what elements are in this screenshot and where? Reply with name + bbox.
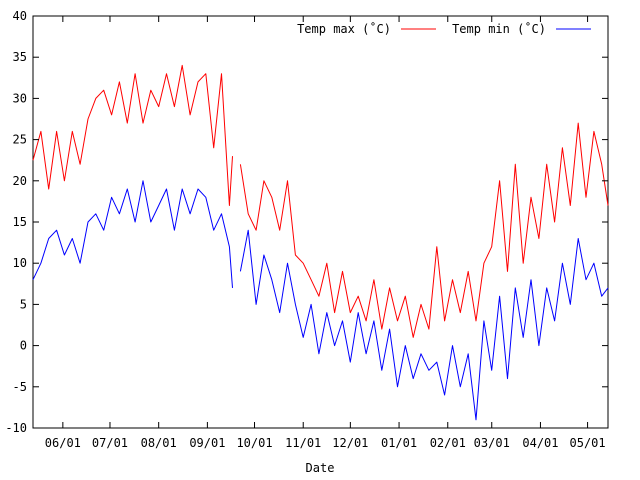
x-axis-title: Date [306, 461, 335, 475]
x-tick-label: 11/01 [285, 436, 321, 450]
x-tick-label: 06/01 [45, 436, 81, 450]
y-tick-label: 0 [20, 339, 27, 353]
x-tick-label: 10/01 [236, 436, 272, 450]
x-axis: 06/01 07/01 08/01 09/01 10/01 11/01 12/01 01/01… [45, 16, 606, 450]
x-tick-label: 12/01 [332, 436, 368, 450]
legend-label-1: Temp max (˚C) [297, 21, 391, 36]
y-tick-label: 35 [13, 50, 27, 64]
plot-lines [32, 64, 609, 421]
y-tick-label: 20 [13, 174, 27, 188]
x-tick-label: 07/01 [92, 436, 128, 450]
y-tick-label: 40 [13, 9, 27, 23]
y-tick-label: -5 [13, 380, 27, 394]
y-tick-label: 30 [13, 91, 27, 105]
y-tick-label: 25 [13, 133, 27, 147]
series-line-1 [32, 64, 609, 338]
x-tick-label: 08/01 [141, 436, 177, 450]
series-line-2 [32, 180, 609, 421]
legend-label-2: Temp min (˚C) [452, 21, 546, 36]
x-tick-label: 02/01 [430, 436, 466, 450]
x-tick-label: 05/01 [570, 436, 606, 450]
x-tick-label: 04/01 [522, 436, 558, 450]
y-axis: -10 -5 0 5 10 15 20 25 30 35 40 [5, 9, 608, 435]
plot-frame [32, 15, 609, 429]
x-tick-label: 03/01 [474, 436, 510, 450]
x-tick-label: 01/01 [381, 436, 417, 450]
y-tick-label: 15 [13, 215, 27, 229]
y-tick-label: -10 [5, 421, 27, 435]
y-tick-label: 5 [20, 297, 27, 311]
y-tick-label: 10 [13, 256, 27, 270]
legend: Temp max (˚C) Temp min (˚C) [297, 21, 591, 36]
x-tick-label: 09/01 [189, 436, 225, 450]
